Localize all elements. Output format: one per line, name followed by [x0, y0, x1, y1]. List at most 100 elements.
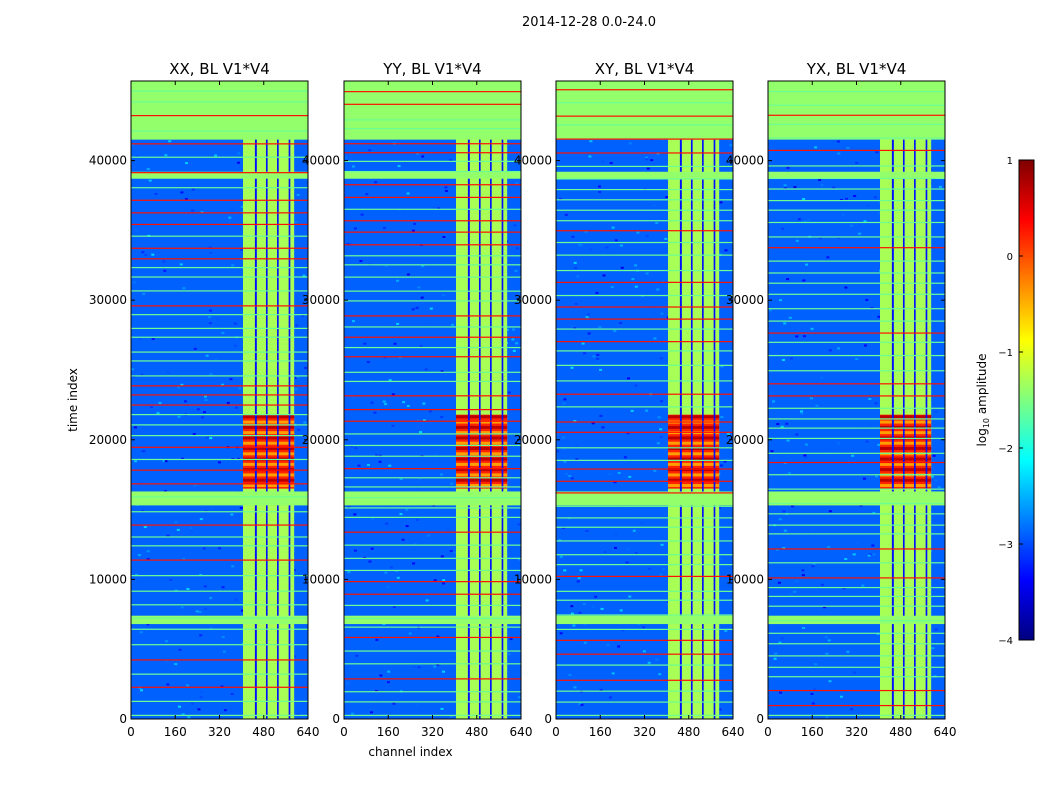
x-tick-label: 640	[934, 725, 957, 739]
y-tick-label: 40000	[726, 154, 764, 168]
y-axis-label: time index	[66, 368, 80, 432]
hot-region	[880, 414, 932, 489]
y-tick-label: 30000	[514, 293, 552, 307]
y-tick-label: 30000	[726, 293, 764, 307]
gap-channel	[254, 81, 257, 719]
saturated-band	[556, 615, 733, 625]
colorbar-label: log10 amplitude	[975, 354, 991, 447]
x-axis-label: channel index	[368, 745, 452, 759]
saturated-band	[768, 615, 945, 625]
x-tick-label: 640	[297, 725, 320, 739]
rfi-lines	[556, 89, 733, 717]
colorbar-tick-label: −2	[998, 444, 1013, 455]
saturated-band	[131, 171, 308, 179]
bright-channel-band	[456, 81, 508, 719]
y-tick-label: 30000	[89, 293, 127, 307]
saturated-band	[131, 615, 308, 625]
colorbar-gradient	[1018, 159, 1035, 641]
figure-suptitle: 2014-12-28 0.0-24.0	[522, 15, 656, 30]
y-tick-label: 0	[756, 712, 764, 726]
y-tick-label: 20000	[89, 433, 127, 447]
panel-title: YY, BL V1*V4	[382, 60, 481, 78]
gap-channel	[690, 81, 693, 719]
saturated-band	[556, 171, 733, 179]
colorbar-tick-label: −1	[998, 348, 1013, 359]
gap-channel	[702, 81, 704, 719]
panel-title: XX, BL V1*V4	[169, 60, 270, 78]
heatmap-panel-2: YY, BL V1*V4 0 160 320 480 640 0 10000 20000 3000…	[302, 60, 533, 759]
x-tick-label: 0	[340, 725, 348, 739]
y-tick-label: 10000	[514, 572, 552, 586]
saturated-band	[344, 491, 521, 506]
x-tick-label: 320	[421, 725, 444, 739]
rfi-lines	[131, 90, 308, 717]
x-tick-label: 480	[889, 725, 912, 739]
hot-region	[243, 414, 295, 489]
y-tick-label: 20000	[514, 433, 552, 447]
heatmap-panel-3: XY, BL V1*V4 0 160 320 480 640 0 10000 20000 3000…	[514, 60, 745, 739]
x-tick-label: 480	[465, 725, 488, 739]
panel-title: XY, BL V1*V4	[595, 60, 695, 78]
panel-title: YX, BL V1*V4	[806, 60, 907, 78]
gap-channel	[277, 81, 279, 719]
saturated-band	[556, 81, 733, 140]
x-tick-label: 160	[377, 725, 400, 739]
colorbar-tick-label: −4	[998, 636, 1013, 647]
x-tick-label: 480	[677, 725, 700, 739]
gap-channel	[265, 81, 268, 719]
saturated-band	[768, 491, 945, 506]
saturated-band	[768, 171, 945, 179]
colorbar-tick-label: −3	[998, 540, 1013, 551]
y-tick-label: 10000	[726, 572, 764, 586]
colorbar-tick-label: 1	[1007, 156, 1013, 167]
colorbar-tick-label: 0	[1007, 252, 1013, 263]
y-tick-label: 0	[332, 712, 340, 726]
x-tick-label: 320	[633, 725, 656, 739]
y-tick-label: 0	[544, 712, 552, 726]
y-tick-label: 10000	[302, 572, 340, 586]
gap-channel	[902, 81, 905, 719]
saturated-band	[768, 81, 945, 140]
hot-region	[668, 414, 720, 489]
gap-channel	[478, 81, 481, 719]
x-tick-label: 640	[510, 725, 533, 739]
x-tick-label: 0	[764, 725, 772, 739]
x-tick-label: 0	[552, 725, 560, 739]
bright-channel-band	[880, 81, 932, 719]
x-tick-label: 160	[589, 725, 612, 739]
heatmap-panel-4: YX, BL V1*V4 0 160 320 480 640 0 10000 20000 3000…	[726, 60, 957, 739]
y-tick-label: 10000	[89, 572, 127, 586]
x-tick-label: 320	[845, 725, 868, 739]
saturated-band	[131, 491, 308, 506]
gap-channel	[288, 81, 291, 719]
gap-channel	[925, 81, 928, 719]
y-tick-label: 40000	[514, 154, 552, 168]
x-tick-label: 0	[127, 725, 135, 739]
y-tick-label: 40000	[302, 154, 340, 168]
gap-channel	[467, 81, 470, 719]
gap-channel	[914, 81, 916, 719]
colorbar: 1 0 −1 −2 −3 −4 log10 amplitude	[975, 156, 1035, 647]
y-tick-label: 20000	[302, 433, 340, 447]
saturated-band	[556, 491, 733, 506]
gap-channel	[501, 81, 504, 719]
x-tick-label: 640	[722, 725, 745, 739]
gap-channel	[679, 81, 682, 719]
gap-channel	[713, 81, 716, 719]
y-tick-label: 20000	[726, 433, 764, 447]
x-tick-label: 160	[801, 725, 824, 739]
heatmap-panels: XX, BL V1*V4 0 160 320 480 640 0 10000 20000 3000…	[66, 60, 956, 759]
saturated-band	[344, 171, 521, 179]
saturated-band	[344, 615, 521, 625]
rfi-lines	[768, 91, 945, 717]
x-tick-label: 320	[208, 725, 231, 739]
rfi-lines	[344, 91, 521, 717]
heatmap-panel-1: XX, BL V1*V4 0 160 320 480 640 0 10000 20000 3000…	[66, 60, 319, 739]
y-tick-label: 0	[119, 712, 127, 726]
bright-channel-band	[668, 81, 720, 719]
y-tick-label: 30000	[302, 293, 340, 307]
x-tick-label: 480	[252, 725, 275, 739]
saturated-band	[344, 81, 521, 140]
gap-channel	[891, 81, 894, 719]
